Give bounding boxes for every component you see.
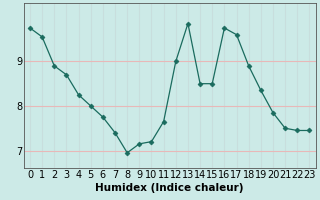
X-axis label: Humidex (Indice chaleur): Humidex (Indice chaleur) bbox=[95, 183, 244, 193]
